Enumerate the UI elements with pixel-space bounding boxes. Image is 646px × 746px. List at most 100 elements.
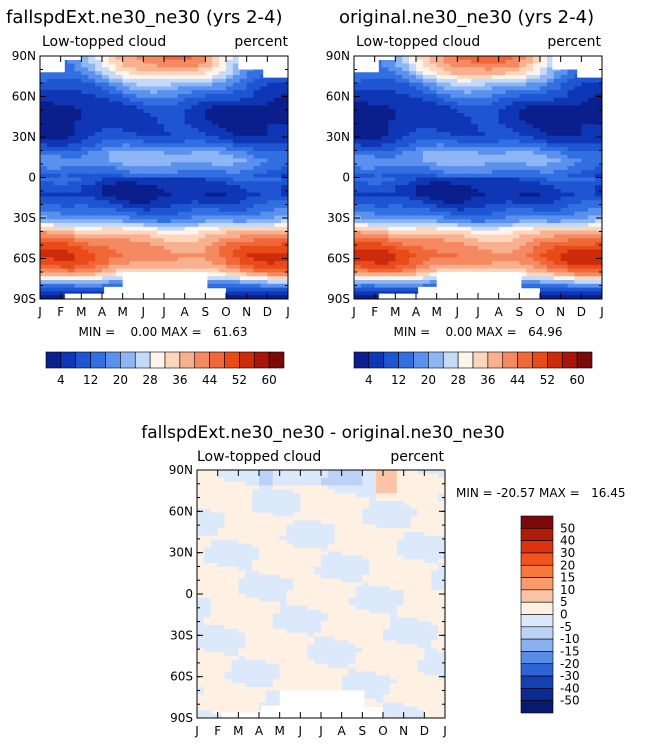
heatmap-cell — [253, 97, 262, 103]
heatmap-cell — [519, 93, 527, 99]
heatmap-cell — [129, 264, 138, 270]
heatmap-cell — [286, 477, 295, 483]
heatmap-cell — [498, 173, 507, 179]
heatmap-cell — [170, 97, 179, 103]
heatmap-cell — [567, 295, 576, 299]
heatmap-cell — [588, 147, 596, 152]
heatmap-cell — [540, 192, 548, 198]
heatmap-cell — [129, 93, 138, 99]
heatmap-cell — [53, 238, 62, 243]
heatmap-cell — [129, 116, 138, 122]
heatmap-cell — [177, 63, 186, 68]
heatmap-cell — [157, 86, 165, 91]
heatmap-cell — [374, 139, 383, 144]
heatmap-cell — [212, 264, 220, 270]
heatmap-cell — [581, 150, 589, 156]
heatmap-cell — [67, 86, 76, 91]
heatmap-cell — [81, 147, 89, 152]
heatmap-cell — [546, 223, 555, 228]
heatmap-cell — [95, 124, 103, 129]
heatmap-cell — [184, 238, 193, 243]
heatmap-cell — [150, 196, 158, 201]
heatmap-cell — [60, 124, 69, 129]
heatmap-cell — [381, 242, 390, 247]
heatmap-cell — [260, 204, 268, 209]
heatmap-cell — [219, 109, 227, 114]
heatmap-cell — [136, 245, 144, 251]
heatmap-cell — [491, 230, 500, 236]
heatmap-cell — [40, 124, 48, 129]
heatmap-cell — [409, 74, 417, 80]
heatmap-cell — [129, 59, 138, 65]
heatmap-cell — [416, 143, 424, 148]
heatmap-cell — [267, 242, 275, 247]
heatmap-cell — [540, 116, 548, 122]
heatmap-cell — [574, 242, 582, 247]
heatmap-cell — [143, 215, 151, 220]
heatmap-cell — [184, 257, 193, 262]
heatmap-cell — [512, 90, 520, 95]
heatmap-cell — [88, 150, 96, 156]
heatmap-cell — [498, 234, 507, 239]
heatmap-cell — [367, 105, 376, 110]
heatmap-cell — [367, 158, 376, 163]
heatmap-cell — [122, 131, 131, 137]
heatmap-cell — [246, 158, 255, 163]
heatmap-cell — [367, 173, 376, 179]
heatmap-cell — [436, 166, 445, 171]
heatmap-cell — [81, 86, 89, 91]
heatmap-cell — [471, 82, 479, 87]
heatmap-cell — [260, 245, 268, 251]
heatmap-cell — [395, 272, 403, 277]
heatmap-cell — [246, 150, 255, 156]
heatmap-cell — [429, 226, 438, 232]
heatmap-cell — [212, 169, 220, 175]
heatmap-cell — [60, 181, 69, 186]
heatmap-cell — [457, 245, 465, 251]
heatmap-cell — [429, 283, 438, 289]
heatmap-cell — [205, 78, 213, 84]
heatmap-cell — [512, 112, 520, 118]
heatmap-cell — [122, 234, 131, 239]
heatmap-cell — [60, 230, 69, 236]
heatmap-cell — [46, 253, 55, 258]
heatmap-cell — [409, 162, 417, 167]
heatmap-cell — [157, 154, 165, 160]
heatmap-cell — [232, 181, 241, 186]
heatmap-cell — [81, 112, 89, 118]
heatmap-cell — [403, 470, 412, 475]
heatmap-cell — [526, 124, 534, 129]
heatmap-cell — [253, 169, 262, 175]
panel3-heatmap — [197, 470, 445, 718]
heatmap-cell — [567, 238, 576, 243]
heatmap-cell — [560, 253, 569, 258]
heatmap-cell — [219, 63, 227, 68]
heatmap-cell — [157, 242, 165, 247]
heatmap-cell — [464, 173, 472, 179]
heatmap-cell — [553, 261, 562, 266]
heatmap-cell — [307, 485, 315, 490]
heatmap-cell — [409, 230, 417, 236]
heatmap-cell — [581, 272, 589, 277]
heatmap-cell — [115, 253, 124, 258]
heatmap-cell — [389, 470, 398, 475]
heatmap-cell — [157, 249, 165, 255]
heatmap-cell — [232, 86, 241, 91]
heatmap-cell — [498, 67, 507, 72]
heatmap-cell — [429, 169, 438, 175]
heatmap-cell — [143, 268, 151, 274]
heatmap-cell — [374, 128, 383, 133]
heatmap-cell — [560, 238, 569, 243]
heatmap-cell — [526, 257, 534, 262]
heatmap-cell — [281, 162, 288, 167]
heatmap-cell — [157, 67, 165, 72]
heatmap-cell — [402, 223, 410, 228]
heatmap-cell — [491, 223, 500, 228]
heatmap-cell — [219, 71, 227, 76]
heatmap-cell — [108, 56, 117, 61]
heatmap-cell — [354, 150, 362, 156]
heatmap-cell — [60, 120, 69, 125]
heatmap-cell — [253, 93, 262, 99]
heatmap-cell — [281, 226, 288, 232]
heatmap-cell — [526, 219, 534, 224]
